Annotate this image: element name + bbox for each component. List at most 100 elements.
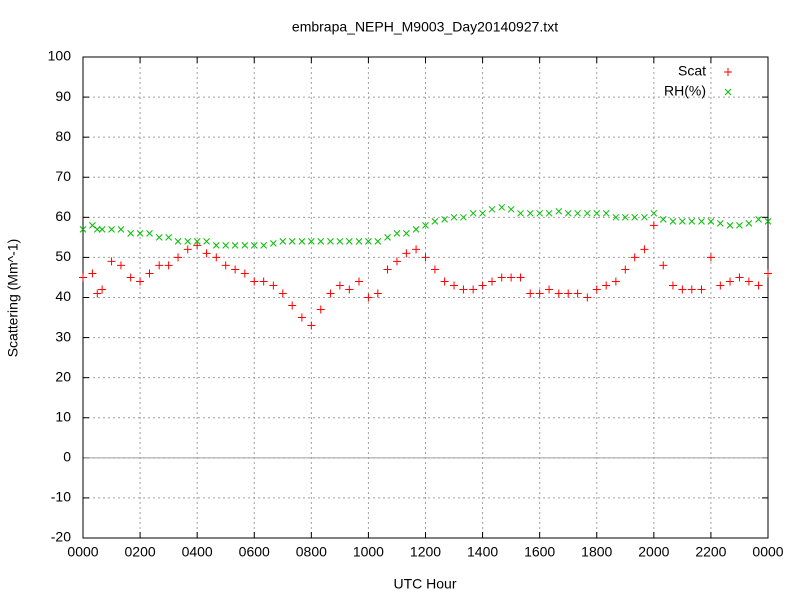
x-tick-label: 0800 xyxy=(296,544,327,560)
x-tick-label: 0200 xyxy=(125,544,156,560)
point xyxy=(364,293,373,302)
point xyxy=(231,242,239,249)
point xyxy=(536,209,544,217)
point xyxy=(403,230,410,237)
point xyxy=(698,217,705,225)
point xyxy=(564,289,573,298)
point xyxy=(402,249,411,258)
y-tick-label: 10 xyxy=(55,408,71,424)
y-tick-label: 90 xyxy=(55,88,71,104)
point xyxy=(345,285,354,294)
point xyxy=(726,221,734,229)
point xyxy=(155,261,164,270)
point xyxy=(554,289,563,298)
point xyxy=(583,209,591,217)
point xyxy=(127,230,135,237)
point xyxy=(602,281,611,290)
point xyxy=(174,253,183,262)
point xyxy=(335,281,344,290)
point xyxy=(240,269,249,278)
point xyxy=(649,221,658,230)
legend-label: RH(%) xyxy=(664,83,706,99)
point xyxy=(735,273,744,282)
point xyxy=(145,269,154,278)
point xyxy=(392,257,401,266)
point xyxy=(212,253,221,262)
point xyxy=(155,234,163,241)
point xyxy=(431,217,439,225)
point xyxy=(412,245,421,254)
chart-title: embrapa_NEPH_M9003_Day20140927.txt xyxy=(292,19,558,35)
point xyxy=(659,261,668,270)
y-tick-label: 60 xyxy=(55,208,71,224)
point xyxy=(744,277,753,286)
x-tick-label: 1400 xyxy=(467,544,498,560)
point xyxy=(507,205,515,213)
point xyxy=(79,273,87,282)
point xyxy=(488,277,497,286)
point xyxy=(316,305,325,314)
x-tick-label: 1200 xyxy=(410,544,441,560)
point xyxy=(736,221,743,229)
point xyxy=(317,238,325,245)
point xyxy=(279,238,287,245)
point xyxy=(260,242,268,249)
point xyxy=(89,221,96,229)
point xyxy=(307,321,316,330)
x-tick-label: 0000 xyxy=(752,544,783,560)
point xyxy=(278,289,287,298)
x-tick-label: 0000 xyxy=(67,544,98,560)
point xyxy=(241,242,249,249)
point xyxy=(516,273,525,282)
point xyxy=(422,221,429,229)
point xyxy=(450,281,459,290)
point xyxy=(545,285,554,294)
point xyxy=(679,217,686,225)
point xyxy=(231,265,240,274)
point xyxy=(630,253,639,262)
point xyxy=(535,289,544,298)
x-tick-label: 0400 xyxy=(182,544,213,560)
point xyxy=(222,242,230,249)
point xyxy=(507,273,516,282)
point xyxy=(517,209,524,217)
point xyxy=(116,261,125,270)
point xyxy=(307,238,315,245)
point xyxy=(297,313,306,322)
point xyxy=(355,238,363,245)
point xyxy=(288,238,296,245)
point xyxy=(707,217,715,225)
point xyxy=(98,226,106,233)
point xyxy=(621,213,629,221)
point xyxy=(583,293,592,302)
y-tick-label: 50 xyxy=(55,248,71,264)
point xyxy=(526,209,534,217)
point xyxy=(612,213,620,221)
point xyxy=(669,217,677,225)
point xyxy=(754,281,763,290)
point xyxy=(706,253,715,262)
point xyxy=(393,230,401,237)
x-axis-label: UTC Hour xyxy=(393,576,456,592)
point xyxy=(384,234,391,241)
point xyxy=(345,238,353,245)
point xyxy=(354,277,363,286)
point xyxy=(298,238,306,245)
point xyxy=(479,209,486,217)
point xyxy=(193,238,201,245)
x-tick-label: 1600 xyxy=(524,544,555,560)
point xyxy=(688,217,696,225)
point xyxy=(459,285,468,294)
point xyxy=(136,230,144,237)
point xyxy=(184,238,192,245)
point xyxy=(440,277,449,286)
x-tick-label: 1000 xyxy=(353,544,384,560)
point xyxy=(374,238,382,245)
y-tick-label: -20 xyxy=(51,529,71,545)
point xyxy=(745,219,753,227)
point xyxy=(259,277,268,286)
legend-marker xyxy=(724,88,732,96)
